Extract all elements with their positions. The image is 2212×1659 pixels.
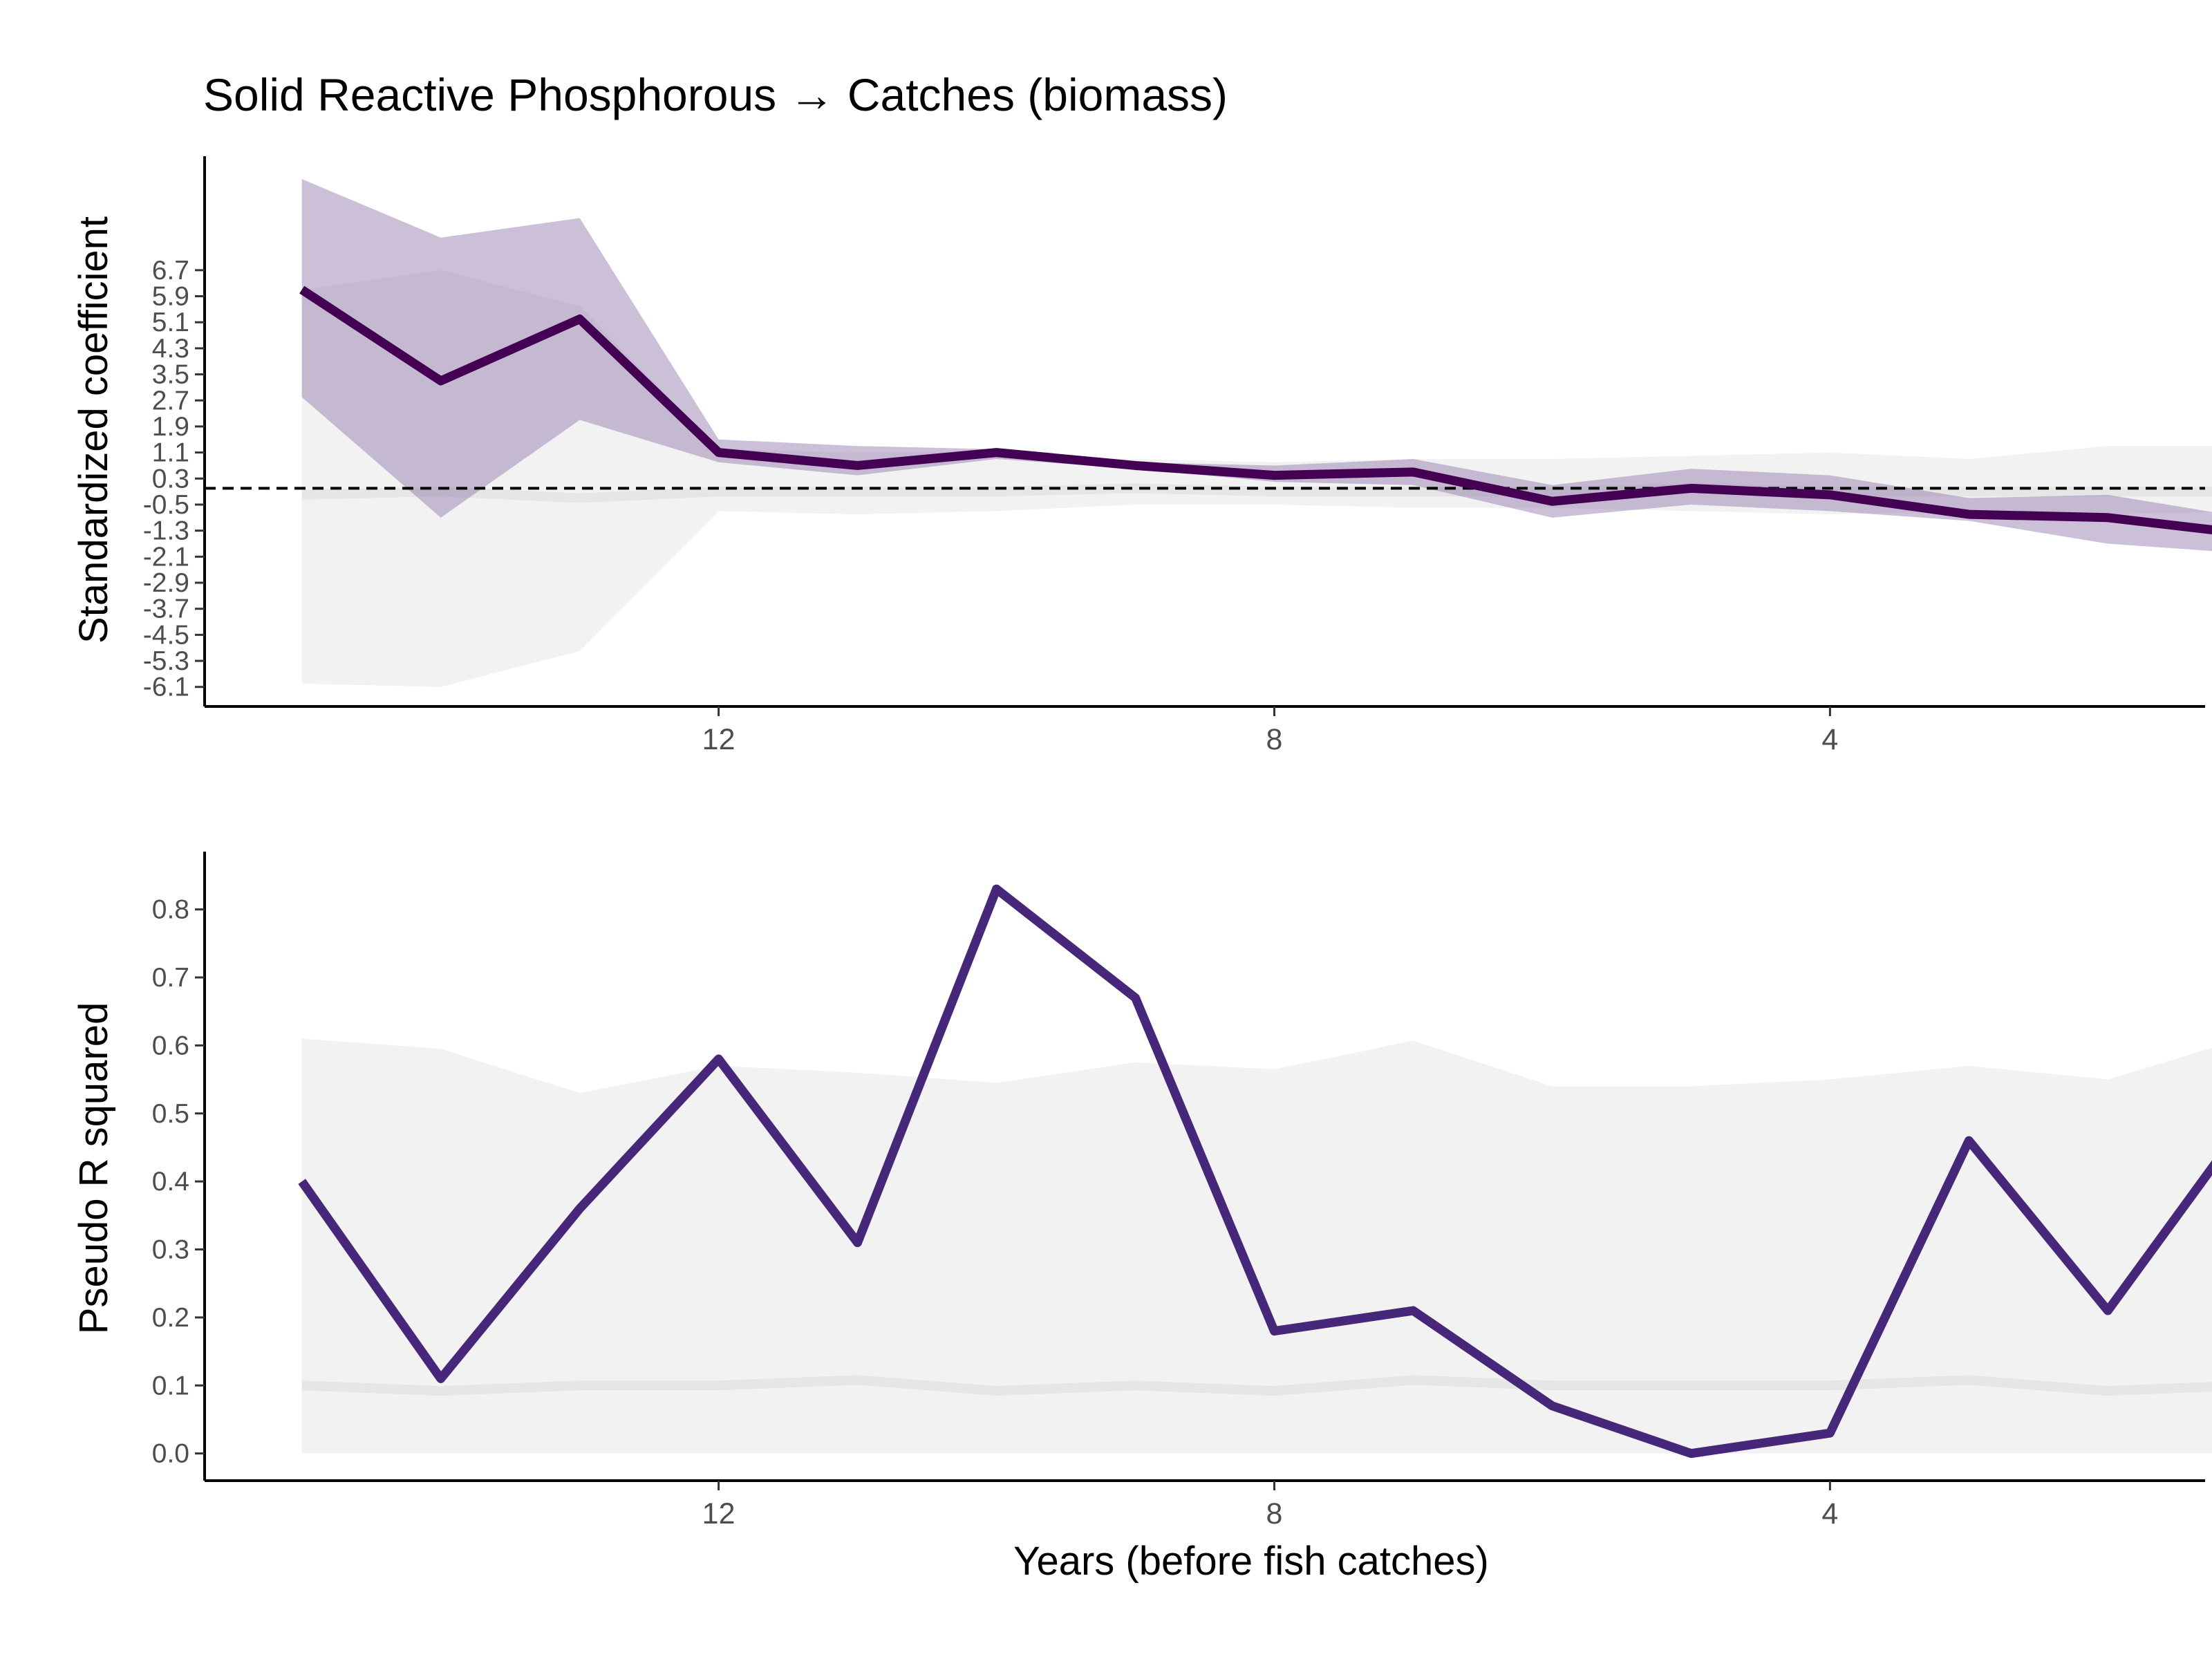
y-tick-label: 0.3 [152,464,189,494]
y-tick-label: -2.1 [143,542,189,572]
coefficient-axes: 6.75.95.14.33.52.71.91.10.3-0.5-1.3-2.1-… [143,156,2205,756]
null-model-center-line [301,483,2212,503]
y-axis-label-pseudo-r2: Pseudo R squared [71,1002,116,1334]
y-tick-label: 0.3 [152,1235,189,1265]
y-tick-label: 0.1 [152,1371,189,1400]
y-tick-label: 5.1 [152,308,189,337]
y-tick-label: 0.5 [152,1099,189,1129]
coefficient-line [299,285,2212,535]
pseudo-r2-line [298,884,2212,1459]
y-tick-label: 0.4 [152,1167,189,1197]
y-tick-label: -0.5 [143,490,189,520]
y-tick-label: 0.6 [152,1031,189,1060]
y-tick-label: 3.5 [152,360,189,390]
y-axis-label-coefficient: Standardized coefficient [71,216,116,644]
pseudo-r2-axes: 0.0 0.1 0.2 0.3 0.4 0.5 0.6 0.7 0.8 12 8 4 [152,852,2205,1530]
y-tick-label: -2.9 [143,568,189,598]
y-tick-label: -6.1 [143,673,189,702]
x-tick-label: 4 [1821,723,1838,756]
y-tick-label: -3.7 [143,594,189,624]
y-tick-label: 6.7 [152,256,189,285]
y-tick-label: 0.0 [152,1439,189,1469]
y-tick-label: 1.1 [152,438,189,468]
x-axis-label: Years (before fish catches) [1013,1539,1489,1584]
y-tick-label: 4.3 [152,334,189,364]
y-tick-label: 0.7 [152,963,189,993]
coefficient-panel: 6.75.95.14.33.52.71.91.10.3-0.5-1.3-2.1-… [71,156,2212,756]
x-tick-label: 12 [702,723,735,756]
x-tick-label: 8 [1266,1497,1283,1530]
x-tick-label: 4 [1821,1497,1838,1530]
y-tick-label: 0.2 [152,1303,189,1333]
y-tick-label: 5.9 [152,282,189,312]
y-tick-label: -1.3 [143,516,189,546]
y-tick-label: 1.9 [152,412,189,442]
null-model-center-line [301,1375,2212,1396]
y-tick-label: 2.7 [152,386,189,415]
x-tick-label: 8 [1266,723,1283,756]
null-model-band [301,1038,2212,1454]
y-tick-label: -4.5 [143,620,189,650]
y-tick-label: -5.3 [143,646,189,676]
x-tick-label: 12 [702,1497,735,1530]
y-tick-label: 0.8 [152,895,189,925]
chart-title: Solid Reactive Phosphorous → Catches (bi… [203,69,1228,120]
pseudo-r2-panel: 0.0 0.1 0.2 0.3 0.4 0.5 0.6 0.7 0.8 12 8 4 Pseudo R… [71,852,2212,1584]
